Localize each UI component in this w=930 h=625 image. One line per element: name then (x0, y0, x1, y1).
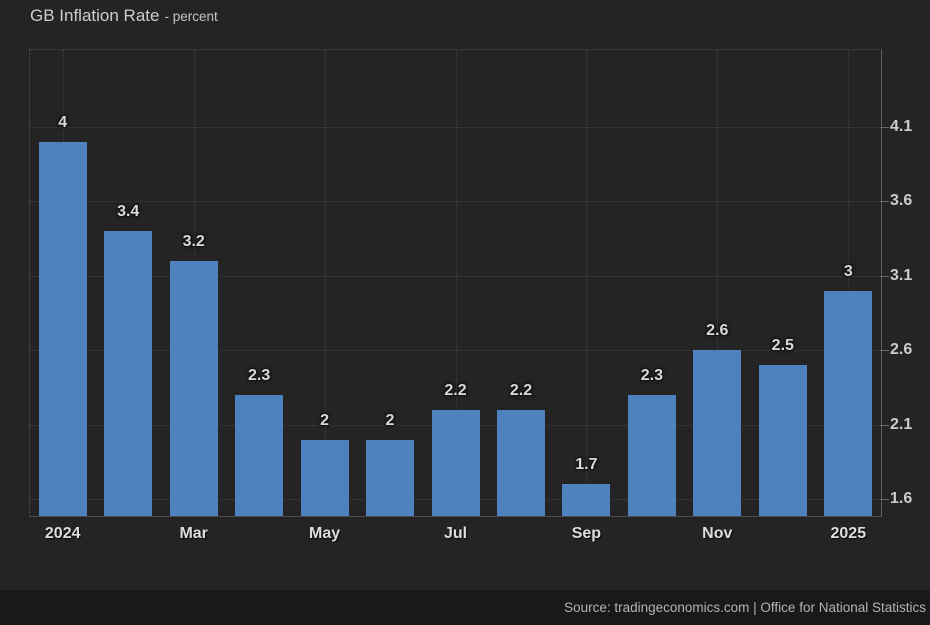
bar-value-label: 2.6 (706, 322, 729, 340)
x-gridline (848, 50, 850, 516)
bar-Sep[interactable] (562, 484, 611, 516)
bar-value-label: 2.2 (509, 381, 533, 399)
bar-Jul[interactable] (431, 409, 480, 516)
y-axis-tick (881, 201, 889, 203)
bar-Jun[interactable] (366, 439, 414, 516)
bar-value-label: 2.3 (640, 366, 664, 384)
y-axis-label: 4.1 (890, 117, 913, 135)
y-axis-tick (881, 350, 889, 352)
bar-2025[interactable] (824, 290, 873, 516)
x-axis-label: May (309, 525, 341, 542)
bar-Nov[interactable] (693, 350, 742, 516)
bar-value-label: 3 (843, 262, 853, 280)
plot-area (29, 49, 882, 517)
y-axis-label: 3.6 (890, 192, 913, 210)
y-axis-tick (881, 126, 889, 128)
y-gridline (30, 201, 881, 203)
y-axis-label: 2.1 (890, 415, 913, 433)
y-axis-label: 1.6 (890, 490, 913, 507)
y-axis-tick (881, 499, 889, 500)
bar-value-label: 2 (385, 411, 395, 429)
bar-Aug[interactable] (497, 409, 545, 516)
y-axis-tick (881, 275, 889, 277)
bar-Mar[interactable] (169, 260, 218, 516)
x-gridline (717, 50, 719, 516)
bar-value-label: 2.2 (444, 381, 467, 399)
bar-Dec[interactable] (758, 365, 807, 516)
bar-2024[interactable] (38, 141, 87, 516)
y-gridline (30, 126, 881, 128)
x-gridline (324, 50, 326, 516)
bar-value-label: 2.3 (247, 366, 271, 384)
bar-value-label: 4 (58, 113, 68, 131)
bar-value-label: 3.4 (117, 203, 140, 221)
x-axis-label: Nov (702, 525, 733, 542)
source-attribution: Source: tradingeconomics.com | Office fo… (564, 600, 926, 615)
chart-subtitle: - percent (164, 9, 218, 24)
bar-value-label: 2 (320, 411, 330, 429)
bar-May[interactable] (300, 439, 349, 516)
chart-title: GB Inflation Rate (30, 6, 160, 25)
y-axis-label: 3.1 (890, 266, 913, 284)
x-axis-label: Sep (571, 525, 602, 542)
bar-value-label: 1.7 (575, 456, 598, 474)
x-gridline (586, 50, 588, 516)
bar-value-label: 2.5 (771, 337, 794, 355)
x-gridline (455, 50, 457, 516)
y-gridline (30, 275, 881, 277)
x-axis-label: 2025 (830, 525, 867, 542)
y-axis-tick (881, 424, 889, 426)
y-axis-label: 2.6 (890, 341, 913, 359)
x-axis-label: Mar (179, 525, 208, 542)
footer-bar: Source: tradingeconomics.com | Office fo… (0, 590, 930, 625)
chart-header: GB Inflation Rate - percent (30, 6, 218, 26)
x-axis-label: 2024 (44, 525, 81, 542)
y-gridline (30, 350, 881, 352)
x-axis-label: Jul (443, 525, 468, 542)
bar-value-label: 3.2 (182, 232, 205, 250)
bar-Apr[interactable] (235, 394, 284, 516)
bar-Feb[interactable] (104, 231, 153, 516)
bar-Oct[interactable] (627, 394, 676, 516)
